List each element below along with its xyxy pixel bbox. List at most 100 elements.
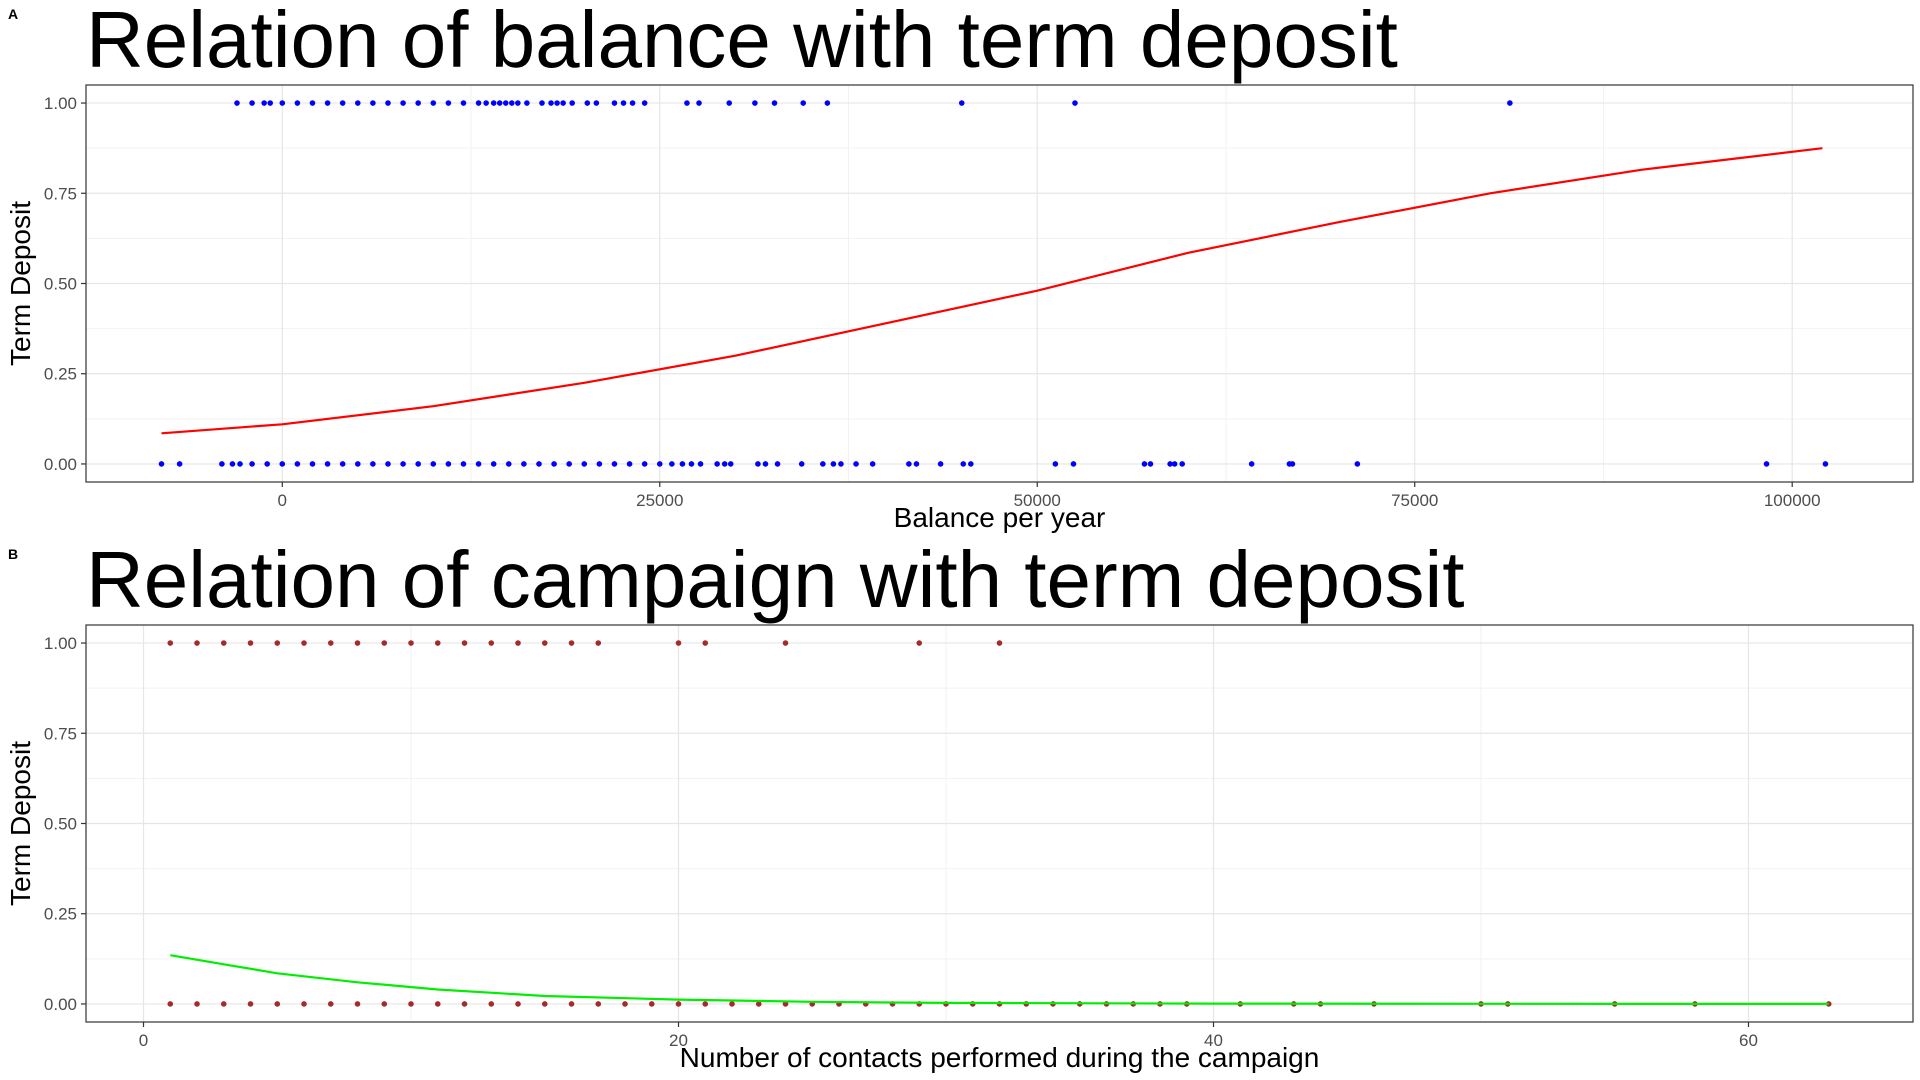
- data-point: [697, 461, 704, 467]
- data-point: [782, 640, 789, 646]
- data-point: [762, 461, 769, 467]
- data-point: [1825, 1001, 1832, 1007]
- data-point: [568, 640, 575, 646]
- data-point: [620, 100, 627, 106]
- y-tick-label: 1.00: [44, 634, 77, 653]
- data-point: [385, 100, 391, 106]
- data-point: [937, 461, 944, 467]
- data-point: [771, 100, 778, 106]
- data-point: [755, 1001, 762, 1007]
- data-point: [434, 640, 441, 646]
- data-point: [669, 461, 675, 467]
- panel-a: A Relation of balance with term deposit …: [5, 0, 1914, 533]
- x-tick-label: 75000: [1391, 491, 1438, 510]
- data-point: [194, 1001, 200, 1007]
- data-point: [237, 461, 243, 467]
- data-point: [688, 461, 695, 467]
- data-point: [782, 1001, 789, 1007]
- data-point: [219, 461, 225, 467]
- data-point: [548, 100, 554, 106]
- x-axis-title: Balance per year: [894, 502, 1106, 533]
- data-point: [1072, 100, 1078, 106]
- chart-title: Relation of balance with term deposit: [86, 0, 1398, 84]
- data-point: [327, 640, 334, 646]
- data-point: [656, 461, 663, 467]
- y-tick-label: 0.25: [44, 905, 77, 924]
- data-point: [593, 100, 600, 106]
- data-point: [274, 640, 281, 646]
- data-point: [279, 461, 286, 467]
- data-point: [354, 100, 361, 106]
- data-point: [408, 1001, 414, 1007]
- data-point: [702, 1001, 709, 1007]
- data-point: [309, 461, 316, 467]
- data-point: [400, 461, 406, 467]
- data-point: [339, 461, 346, 467]
- data-point: [800, 100, 807, 106]
- y-tick-label: 0.00: [44, 995, 77, 1014]
- data-point: [679, 461, 686, 467]
- data-point: [729, 1001, 735, 1007]
- data-point: [247, 640, 254, 646]
- data-point: [229, 461, 236, 467]
- data-point: [727, 461, 734, 467]
- data-point: [566, 461, 572, 467]
- data-point: [274, 1001, 281, 1007]
- data-point: [327, 1001, 334, 1007]
- data-point: [408, 640, 414, 646]
- data-point: [541, 640, 548, 646]
- data-point: [400, 100, 406, 106]
- data-point: [853, 461, 859, 467]
- data-point: [648, 1001, 655, 1007]
- data-point: [684, 100, 690, 106]
- panel-label: A: [8, 6, 19, 22]
- data-point: [490, 100, 497, 106]
- data-point: [626, 461, 633, 467]
- data-point: [515, 640, 521, 646]
- data-point: [1248, 461, 1255, 467]
- data-point: [1179, 461, 1185, 467]
- data-point: [521, 461, 527, 467]
- data-point: [968, 461, 974, 467]
- data-point: [430, 100, 437, 106]
- data-point: [824, 100, 831, 106]
- data-point: [515, 100, 521, 106]
- data-point: [415, 100, 421, 106]
- data-point: [611, 100, 618, 106]
- panel-b: B Relation of campaign with term deposit…: [0, 535, 1920, 1080]
- x-tick-label: 100000: [1764, 491, 1821, 510]
- data-point: [279, 100, 286, 106]
- data-point: [267, 100, 274, 106]
- data-point: [381, 640, 388, 646]
- data-point: [596, 461, 603, 467]
- data-point: [294, 100, 301, 106]
- data-point: [158, 461, 165, 467]
- x-tick-label: 50000: [1014, 491, 1061, 510]
- data-point: [354, 461, 361, 467]
- data-point: [339, 100, 346, 106]
- data-point: [611, 461, 618, 467]
- data-point: [309, 100, 316, 106]
- data-point: [220, 640, 227, 646]
- x-tick-label: 25000: [636, 491, 683, 510]
- data-point: [1052, 461, 1059, 467]
- data-point: [830, 461, 837, 467]
- data-point: [774, 461, 781, 467]
- data-point: [629, 100, 636, 106]
- y-tick-label: 0.50: [44, 275, 77, 294]
- data-point: [234, 100, 240, 106]
- data-point: [354, 1001, 361, 1007]
- data-point: [1167, 461, 1173, 467]
- data-point: [508, 100, 515, 106]
- data-point: [595, 1001, 602, 1007]
- data-point: [460, 100, 467, 106]
- data-point: [475, 461, 482, 467]
- data-point: [370, 461, 376, 467]
- data-point: [726, 100, 733, 106]
- data-point: [461, 640, 468, 646]
- data-point: [483, 100, 489, 106]
- data-point: [247, 1001, 254, 1007]
- data-point: [536, 461, 542, 467]
- data-point: [1763, 461, 1770, 467]
- data-point: [515, 1001, 521, 1007]
